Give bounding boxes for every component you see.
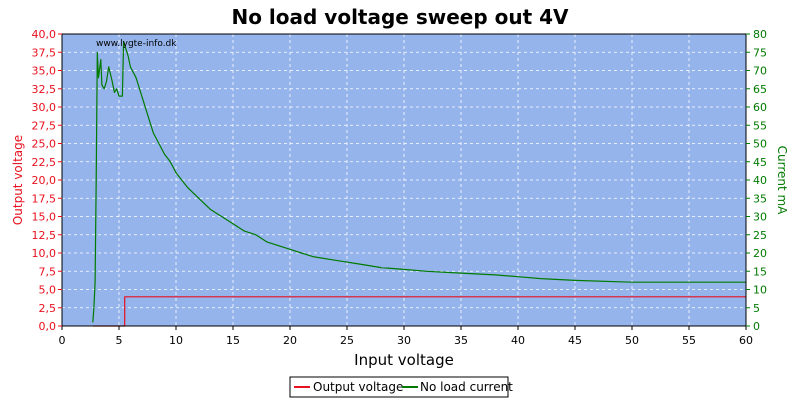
y-left-tick-label: 10,0 bbox=[32, 247, 57, 260]
y-left-tick-label: 0,0 bbox=[39, 320, 57, 333]
x-tick-label: 25 bbox=[340, 334, 354, 347]
grid bbox=[62, 34, 746, 326]
y-right-tick-label: 0 bbox=[753, 320, 760, 333]
y-right-tick-label: 40 bbox=[753, 174, 767, 187]
x-tick-label: 0 bbox=[59, 334, 66, 347]
y-left-tick-label: 35,0 bbox=[32, 65, 57, 78]
legend-label-no-load-current: No load current bbox=[420, 380, 513, 394]
y-left-tick-label: 5,0 bbox=[39, 284, 57, 297]
x-tick-label: 35 bbox=[454, 334, 468, 347]
x-tick-label: 10 bbox=[169, 334, 183, 347]
y-left-tick-label: 15,0 bbox=[32, 211, 57, 224]
x-tick-label: 60 bbox=[739, 334, 753, 347]
y-left-tick-label: 7,5 bbox=[39, 265, 57, 278]
y-left-axis-title: Output voltage bbox=[11, 135, 25, 225]
y-right-tick-label: 75 bbox=[753, 46, 767, 59]
y-right-tick-label: 50 bbox=[753, 138, 767, 151]
y-left-tick-label: 25,0 bbox=[32, 138, 57, 151]
y-left-tick-label: 40,0 bbox=[32, 28, 57, 41]
y-right-tick-label: 35 bbox=[753, 192, 767, 205]
y-right-tick-label: 70 bbox=[753, 65, 767, 78]
y-right-axis-title: Current mA bbox=[775, 146, 789, 216]
legend-box bbox=[289, 376, 509, 398]
x-tick-label: 40 bbox=[511, 334, 525, 347]
y-right-tick-label: 80 bbox=[753, 28, 767, 41]
x-tick-label: 45 bbox=[568, 334, 582, 347]
y-left-tick-label: 12,5 bbox=[32, 229, 57, 242]
series-line-no-load-current bbox=[92, 40, 746, 323]
y-left-tick-label: 22,5 bbox=[32, 156, 57, 169]
legend: Output voltage No load current bbox=[289, 376, 513, 398]
watermark: www.lygte-info.dk bbox=[96, 39, 177, 49]
chart-title: No load voltage sweep out 4V bbox=[231, 5, 569, 29]
x-tick-label: 55 bbox=[682, 334, 696, 347]
x-tick-label: 20 bbox=[283, 334, 297, 347]
y-right-tick-label: 60 bbox=[753, 101, 767, 114]
y-left-tick-label: 37,5 bbox=[32, 46, 57, 59]
x-tick-label: 30 bbox=[397, 334, 411, 347]
legend-label-output-voltage: Output voltage bbox=[313, 380, 403, 394]
y-left-tick-label: 32,5 bbox=[32, 83, 57, 96]
y-left-tick-label: 2,5 bbox=[39, 302, 57, 315]
y-left-axis-ticks: 0,0 2,5 5,0 7,5 10,0 12,5 15,0 17,5 20,0 22,5 25,0… bbox=[32, 28, 62, 333]
y-left-tick-label: 27,5 bbox=[32, 119, 57, 132]
y-right-tick-label: 10 bbox=[753, 284, 767, 297]
y-right-tick-label: 45 bbox=[753, 156, 767, 169]
y-left-tick-label: 20,0 bbox=[32, 174, 57, 187]
y-right-axis-ticks: 0 5 10 15 20 25 30 35 40 45 50 55 60 65 70 75 80 bbox=[746, 28, 767, 333]
y-left-tick-label: 30,0 bbox=[32, 101, 57, 114]
y-right-tick-label: 5 bbox=[753, 302, 760, 315]
y-right-tick-label: 25 bbox=[753, 229, 767, 242]
x-tick-label: 5 bbox=[116, 334, 123, 347]
y-left-tick-label: 17,5 bbox=[32, 192, 57, 205]
x-tick-label: 50 bbox=[625, 334, 639, 347]
x-tick-label: 15 bbox=[226, 334, 240, 347]
x-axis-title: Input voltage bbox=[354, 351, 454, 369]
y-right-tick-label: 55 bbox=[753, 119, 767, 132]
x-axis-ticks: 0 5 10 15 20 25 30 35 40 45 50 55 60 bbox=[59, 326, 753, 347]
y-right-tick-label: 65 bbox=[753, 83, 767, 96]
y-right-tick-label: 30 bbox=[753, 211, 767, 224]
y-right-tick-label: 20 bbox=[753, 247, 767, 260]
y-right-tick-label: 15 bbox=[753, 265, 767, 278]
